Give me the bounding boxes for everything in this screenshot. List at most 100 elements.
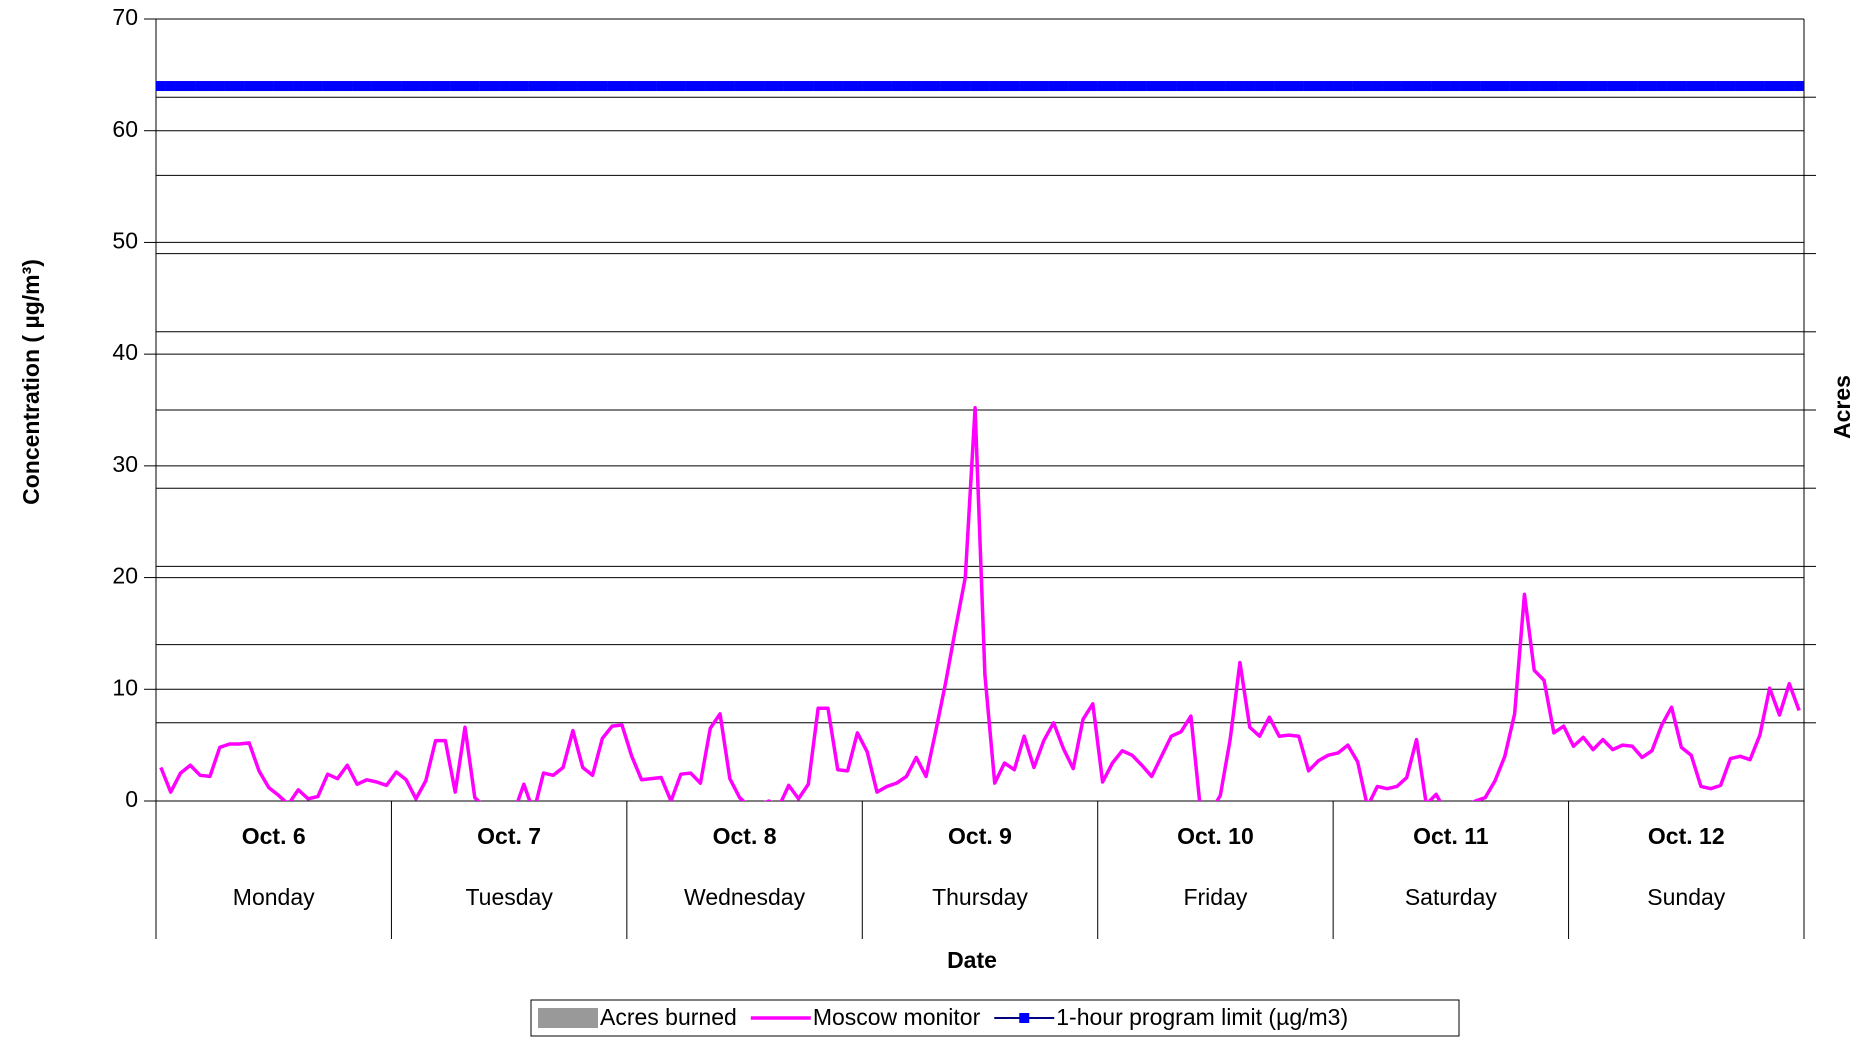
marker: [1019, 81, 1030, 92]
marker: [410, 81, 421, 92]
marker: [1136, 81, 1147, 92]
marker: [1460, 81, 1471, 92]
marker: [195, 81, 206, 92]
marker: [175, 81, 186, 92]
marker: [558, 81, 569, 92]
marker: [1490, 81, 1500, 92]
marker: [911, 81, 922, 92]
marker: [607, 81, 618, 92]
marker: [597, 81, 608, 92]
marker: [391, 81, 402, 92]
marker: [430, 81, 441, 92]
marker: [626, 81, 637, 92]
marker: [1058, 81, 1069, 92]
marker: [685, 81, 696, 92]
marker: [204, 81, 215, 92]
marker: [822, 81, 833, 92]
marker: [1107, 81, 1118, 92]
marker: [970, 81, 981, 92]
marker: [1127, 81, 1138, 92]
marker: [1529, 81, 1540, 92]
marker: [1048, 81, 1059, 92]
legend-label: Moscow monitor: [813, 1004, 981, 1030]
marker: [283, 81, 294, 92]
marker: [1715, 81, 1726, 92]
marker: [666, 81, 676, 92]
marker: [420, 81, 431, 92]
marker: [705, 81, 716, 92]
marker: [1303, 81, 1314, 92]
marker: [950, 81, 961, 92]
marker: [1382, 81, 1393, 92]
legend: Acres burned Moscow monitor 1-hour program…: [530, 999, 1460, 1037]
marker: [852, 81, 863, 92]
marker: [813, 81, 824, 92]
marker: [989, 81, 1000, 92]
marker: [675, 81, 686, 92]
marker: [450, 81, 461, 92]
marker: [1215, 81, 1226, 92]
marker: [636, 81, 647, 92]
x-tick-label: Saturday: [1405, 884, 1498, 910]
marker: [1333, 81, 1344, 92]
marker: [1607, 81, 1618, 92]
marker: [1401, 81, 1412, 92]
marker: [1539, 81, 1550, 92]
y-tick-label: 10: [112, 674, 138, 700]
marker: [783, 81, 794, 92]
marker: [401, 81, 412, 92]
marker: [715, 81, 726, 92]
marker: [1205, 81, 1216, 92]
marker: [1323, 81, 1334, 92]
marker: [1745, 81, 1756, 92]
y-tick-label: 0: [125, 786, 138, 812]
marker: [1195, 81, 1206, 92]
x-tick-label: Sunday: [1647, 884, 1726, 910]
marker: [744, 81, 755, 92]
x-tick-label: Tuesday: [465, 884, 553, 910]
y-tick-label: 60: [112, 116, 138, 142]
marker: [773, 81, 784, 92]
marker: [371, 81, 382, 92]
marker: [1225, 81, 1236, 92]
x-tick-label: Oct. 8: [713, 823, 777, 849]
marker: [1244, 81, 1255, 92]
x-tick-label: Oct. 7: [477, 823, 541, 849]
marker: [185, 81, 196, 92]
marker: [528, 81, 539, 92]
marker: [548, 81, 559, 92]
y-tick-label: 20: [112, 563, 138, 589]
marker: [352, 81, 363, 92]
marker: [1637, 81, 1648, 92]
marker: [901, 81, 912, 92]
legend-label: Acres burned: [600, 1004, 737, 1030]
marker: [872, 81, 882, 92]
marker: [1421, 81, 1432, 92]
marker: [862, 81, 873, 92]
marker: [509, 81, 520, 92]
legend-label: 1-hour program limit (µg/m3): [1056, 1004, 1348, 1030]
marker: [1568, 81, 1579, 92]
marker: [440, 81, 451, 92]
marker: [156, 81, 166, 92]
marker: [734, 81, 745, 92]
marker: [381, 81, 392, 92]
marker: [1725, 81, 1736, 92]
marker: [263, 81, 274, 92]
x-axis-title: Date: [947, 947, 997, 973]
marker: [1254, 81, 1265, 92]
marker: [764, 81, 775, 92]
marker: [1597, 81, 1608, 92]
y-tick-label: 70: [112, 4, 138, 30]
marker: [832, 81, 843, 92]
marker: [1372, 81, 1383, 92]
marker: [244, 81, 255, 92]
marker: [646, 81, 657, 92]
marker: [1548, 81, 1559, 92]
marker: [1558, 81, 1569, 92]
marker: [1411, 81, 1422, 92]
legend-marker: [1019, 1013, 1030, 1023]
marker: [1646, 81, 1657, 92]
marker: [1588, 81, 1599, 92]
marker: [234, 81, 245, 92]
